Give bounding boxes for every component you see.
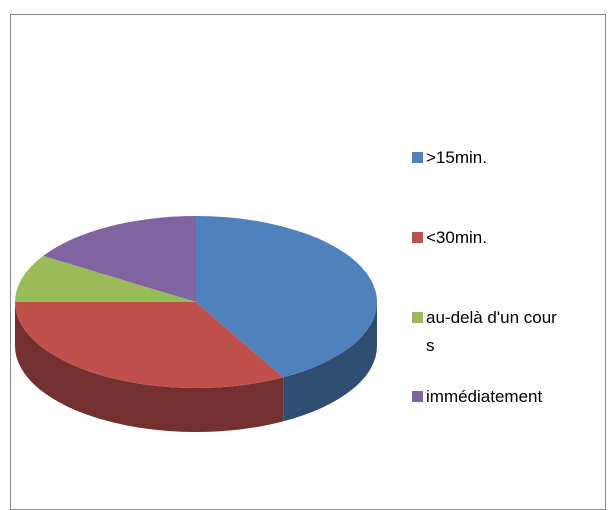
slice-side	[15, 302, 284, 432]
legend-item: <30min.	[412, 224, 562, 252]
slice	[43, 216, 196, 302]
legend-swatch	[412, 312, 423, 323]
slice	[15, 255, 196, 302]
slice-side	[283, 302, 377, 422]
slice	[196, 216, 378, 378]
legend-swatch	[412, 152, 423, 163]
legend-label: au-delà d'un cours	[426, 308, 557, 355]
legend-label: immédiatement	[426, 387, 543, 406]
slice	[15, 302, 284, 388]
legend-swatch	[412, 391, 423, 402]
legend-label: >15min.	[426, 148, 487, 167]
legend-item: au-delà d'un cours	[412, 304, 562, 360]
pie	[15, 216, 378, 432]
legend-item: >15min.	[412, 144, 562, 172]
legend-item: immédiatement	[412, 383, 562, 411]
legend-swatch	[412, 232, 423, 243]
legend-label: <30min.	[426, 228, 487, 247]
